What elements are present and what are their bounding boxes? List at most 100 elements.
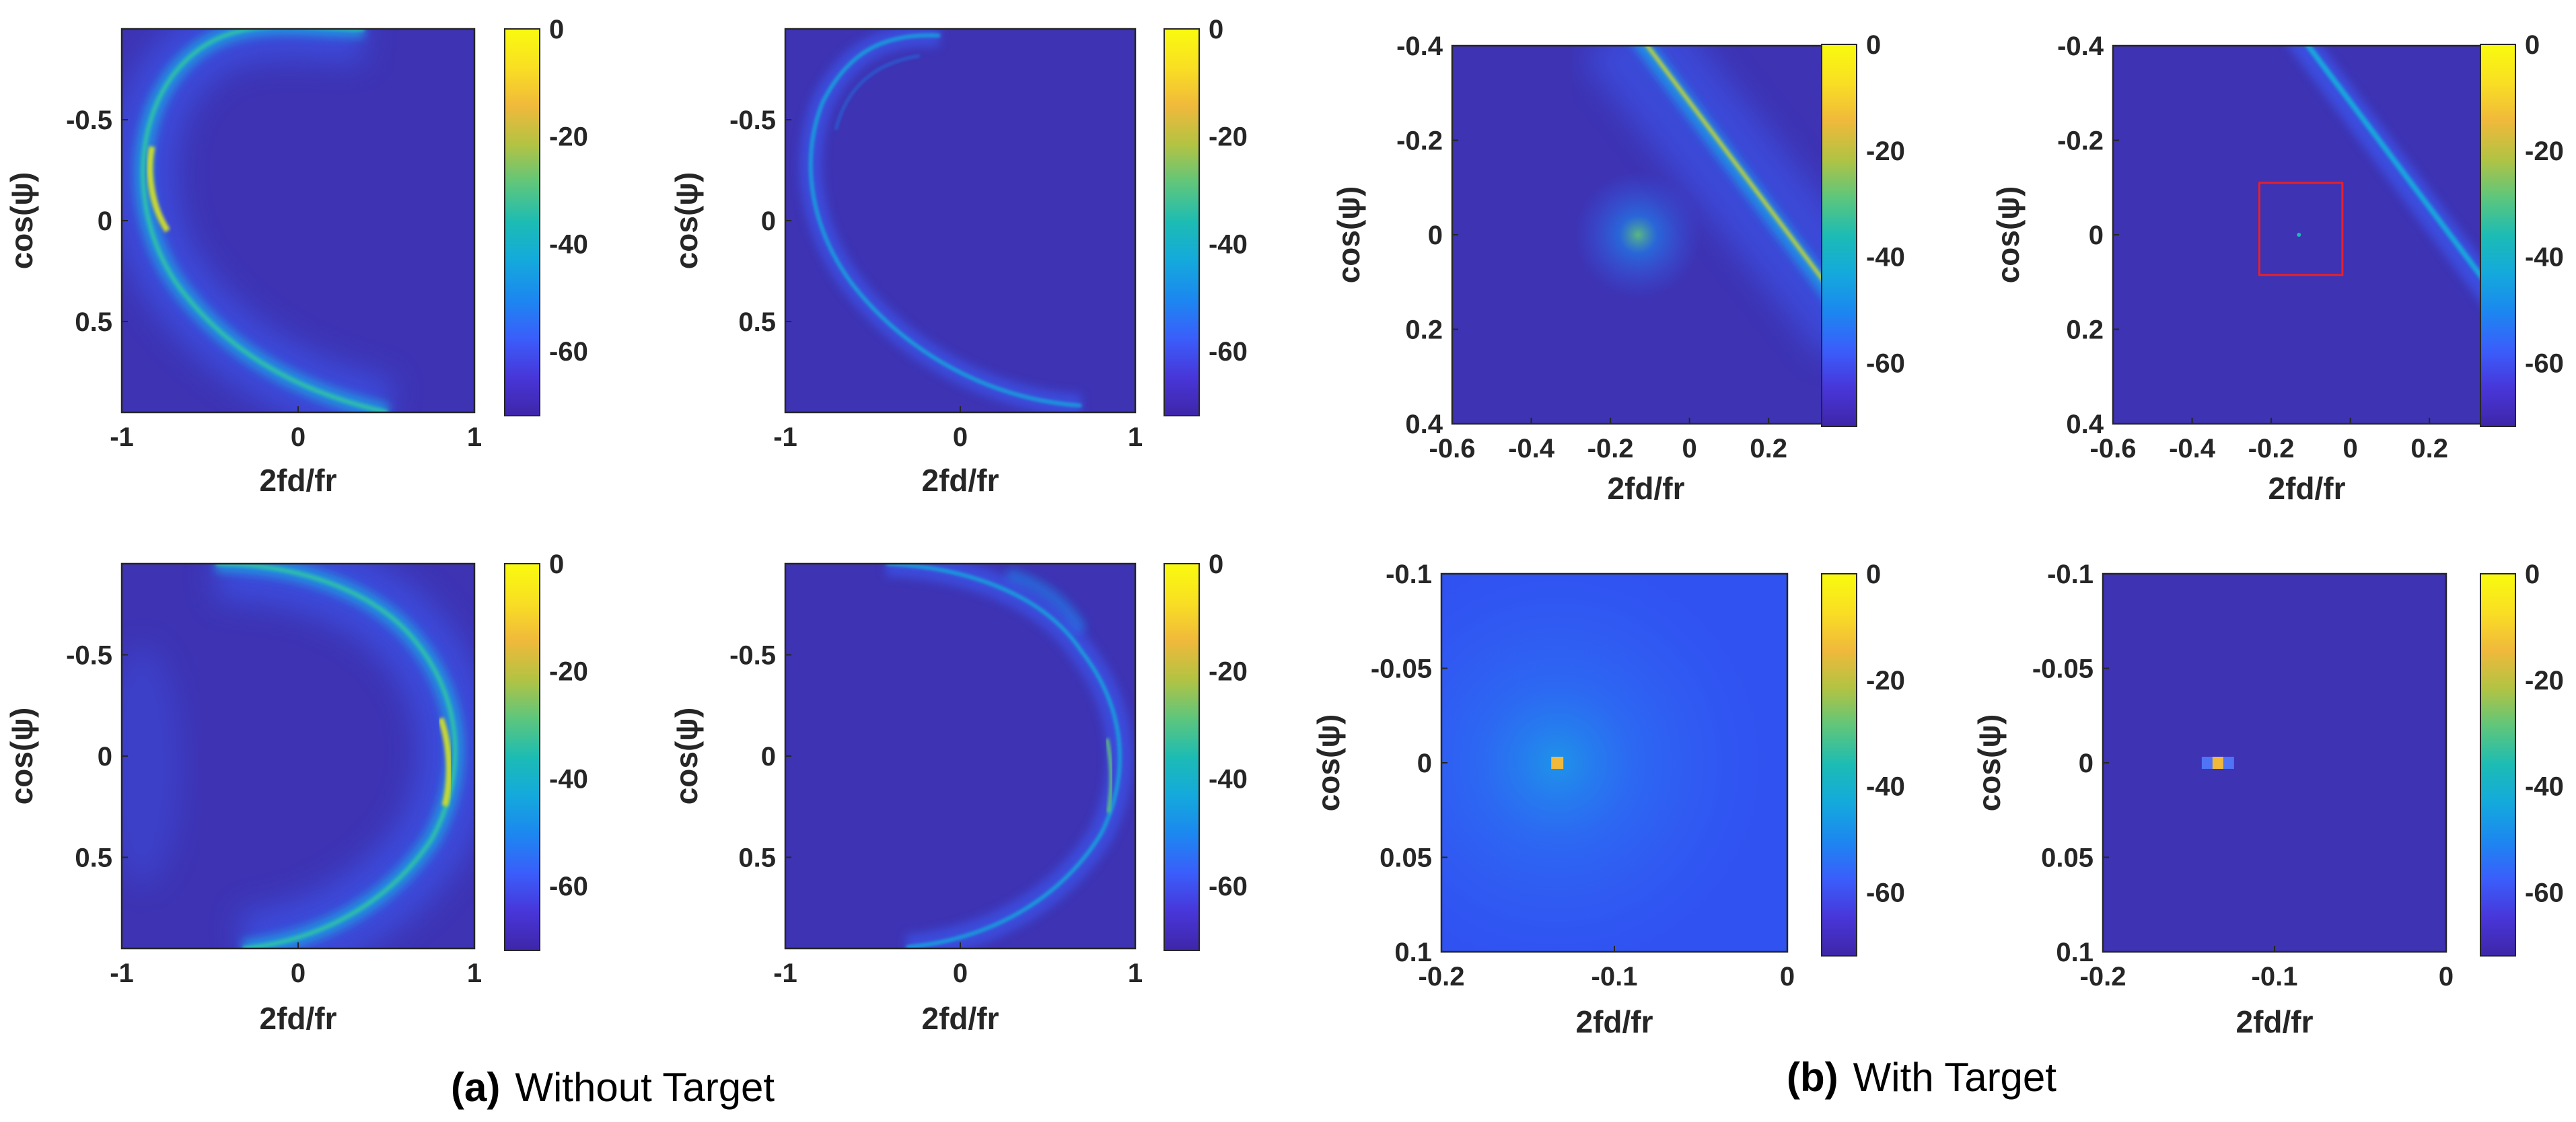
colorbar-a1 [504,28,540,416]
panel-b1: -0.6 -0.4 -0.2 0 0.2 -0.4 -0.2 0 0.2 0.4 2fd/fr cos… [1331,30,1905,506]
ytick-label-b4: 0 [2079,749,2094,778]
panel-a2: -1 0 1 -0.5 0 0.5 2fd/fr cos(ψ) 0 -20 -40 -60 [669,15,1248,498]
target-peak [2212,757,2223,769]
ylabel-a2: cos(ψ) [669,172,704,270]
colorbar-tick-label-a1: -40 [549,229,588,259]
target-peak [1551,757,1564,769]
colorbar-tick-label-a4: -40 [1209,764,1248,794]
panel-b4: -0.2 -0.1 0 -0.1 -0.05 0 0.05 0.1 2fd/fr cos(ψ) 0 -… [1972,560,2564,1039]
panel-b2: -0.6 -0.4 -0.2 0 0.2 -0.4 -0.2 0 0.2 0.4 2fd/fr cos… [1991,30,2564,506]
panel-a3: -1 0 1 -0.5 0 0.5 2fd/fr cos(ψ) 0 -20 -40 -60 [4,550,588,1036]
colorbar-tick-label-b3: 0 [1866,560,1881,589]
ytick-label-b3: 0 [1417,749,1432,778]
xlabel-a3: 2fd/fr [260,1001,337,1036]
ytick-label-a3: -0.5 [66,640,112,670]
colorbar-tick-label-b4: 0 [2525,560,2540,589]
ytick-label-a2: -0.5 [729,106,776,135]
xtick-label-a2: 1 [1128,422,1143,452]
xtick-label-b3: -0.2 [1419,962,1465,992]
colorbar-tick-label-b3: -20 [1866,666,1905,696]
xlabel-b2: 2fd/fr [2268,471,2346,506]
ytick-label-b4: 0.1 [2056,938,2094,967]
xtick-label-a3: 1 [467,959,482,988]
ytick-label-b2: -0.4 [2057,32,2104,61]
ytick-label-a3: 0.5 [75,844,112,873]
ytick-label-b2: 0.2 [2066,315,2104,345]
panel-a4: -1 0 1 -0.5 0 0.5 2fd/fr cos(ψ) 0 -20 -40 -60 [669,550,1248,1036]
colorbar-tick-label-a2: -20 [1209,122,1248,152]
target-point [2297,233,2301,237]
xtick-label-b3: -0.1 [1591,962,1638,992]
xtick-label-b1: -0.2 [1587,434,1634,463]
heatmap-a4 [785,564,1135,948]
xtick-label-b3: 0 [1780,962,1795,992]
colorbar-tick-label-b1: -40 [1866,243,1905,272]
ytick-label-a4: -0.5 [729,640,776,670]
xtick-label-a2: -1 [773,422,797,452]
colorbar-tick-label-a3: -60 [549,872,588,901]
colorbar-tick-label-a1: -60 [549,337,588,367]
colorbar-tick-label-b3: -40 [1866,772,1905,802]
colorbar-tick-label-b2: -40 [2525,243,2564,272]
xtick-label-a1: -1 [110,422,134,452]
ytick-label-a2: 0 [761,207,776,236]
heatmap-a1 [122,29,474,412]
ytick-label-b3: 0.1 [1394,938,1432,967]
ytick-label-a4: 0.5 [738,844,776,873]
colorbar-tick-label-a3: 0 [549,550,564,579]
xtick-label-a2: 0 [953,422,968,452]
ytick-label-b4: 0.05 [2041,844,2094,873]
caption-b: (b) With Target [1787,1055,2056,1100]
heatmap-b3 [1441,574,1787,952]
colorbar-tick-label-a3: -20 [549,657,588,687]
heatmap-b1 [1452,46,1840,424]
xtick-label-b1: -0.4 [1508,434,1555,463]
colorbar-a2 [1164,28,1200,416]
xtick-label-b2: -0.2 [2248,434,2295,463]
colorbar-tick-label-b2: 0 [2525,30,2540,60]
target-glow [1574,171,1703,299]
xlabel-a4: 2fd/fr [922,1001,999,1036]
ytick-label-a4: 0 [761,742,776,772]
xtick-label-a4: 1 [1128,959,1143,988]
ylabel-a4: cos(ψ) [669,708,704,805]
xtick-label-a4: 0 [953,959,968,988]
xtick-label-b1: -0.6 [1429,434,1476,463]
xtick-label-a1: 1 [467,422,482,452]
xlabel-a2: 2fd/fr [922,463,999,498]
ytick-label-b2: 0 [2089,221,2104,250]
colorbar-tick-label-b2: -60 [2525,348,2564,378]
ylabel-b3: cos(ψ) [1311,714,1346,812]
colorbar-tick-label-b4: -40 [2525,772,2564,802]
colorbar-tick-label-b2: -20 [2525,137,2564,166]
colorbar-tick-label-a2: -60 [1209,337,1248,367]
xtick-label-a4: -1 [773,959,797,988]
heatmap-b2 [2113,46,2501,424]
colorbar-tick-label-a2: -40 [1209,229,1248,259]
ytick-label-b2: -0.2 [2057,126,2104,156]
xtick-label-b2: 0 [2343,434,2358,463]
ytick-label-a2: 0.5 [738,307,776,337]
xtick-label-a3: -1 [110,959,134,988]
xtick-label-b4: -0.2 [2080,962,2126,992]
target-glow [1441,574,1773,952]
ytick-label-b1: 0.2 [1405,315,1443,345]
colorbar-b2 [2480,44,2516,427]
colorbar-tick-label-a1: -20 [549,122,588,152]
heatmap-b4 [2103,574,2446,952]
ytick-label-a1: 0 [98,207,112,236]
ytick-label-a3: 0 [98,742,112,772]
colorbar-tick-label-b1: 0 [1866,30,1881,60]
colorbar-tick-label-b4: -60 [2525,878,2564,907]
ytick-label-b1: 0.4 [1405,410,1443,439]
colorbar-tick-label-a1: 0 [549,15,564,44]
colorbar-tick-label-a4: -20 [1209,657,1248,687]
colorbar-b1 [1821,44,1857,427]
xlabel-b4: 2fd/fr [2236,1004,2314,1039]
panel-a1: -1 0 1 -0.5 0 0.5 2fd/fr cos(ψ) 0 -20 -40 -60 [4,15,588,498]
colorbar-tick-label-a4: -60 [1209,872,1248,901]
ytick-label-b3: 0.05 [1380,844,1432,873]
ytick-label-b1: -0.2 [1396,126,1443,156]
ytick-label-a1: -0.5 [66,106,112,135]
